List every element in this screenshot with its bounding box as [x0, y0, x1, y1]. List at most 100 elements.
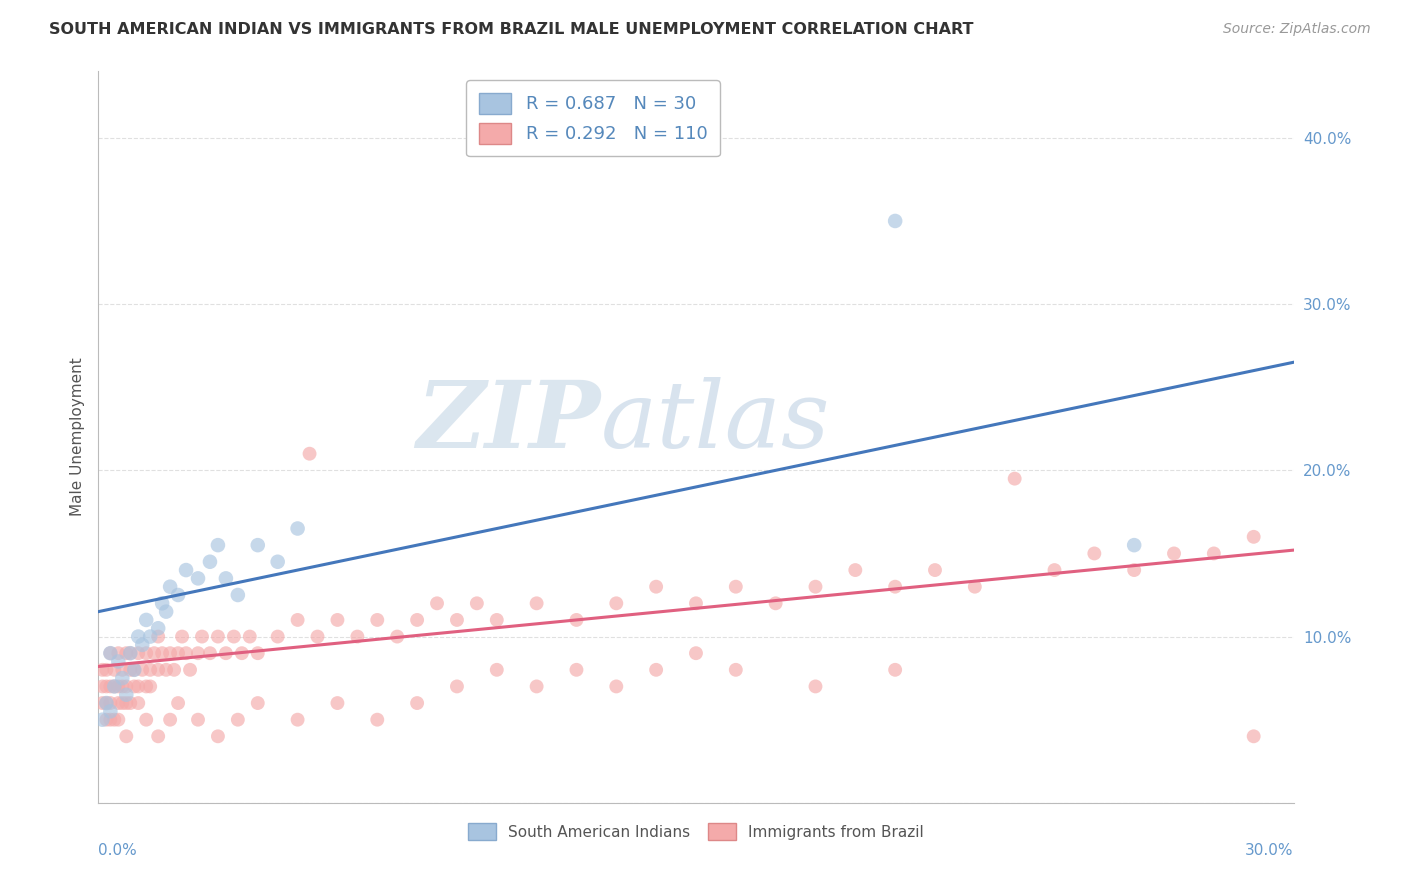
Point [884, 663, 907, 677]
Point [167, 588, 190, 602]
Point [287, 521, 309, 535]
Point [91, 713, 114, 727]
Point [685, 646, 707, 660]
Point [207, 630, 229, 644]
Point [172, 630, 194, 644]
Point [91, 663, 114, 677]
Point [1243, 530, 1265, 544]
Point [120, 663, 142, 677]
Point [111, 696, 134, 710]
Point [127, 630, 149, 644]
Point [103, 663, 125, 677]
Point [326, 696, 349, 710]
Point [267, 555, 290, 569]
Point [1123, 538, 1146, 552]
Point [298, 447, 321, 461]
Point [685, 596, 707, 610]
Point [124, 663, 146, 677]
Point [406, 696, 429, 710]
Point [98, 646, 122, 660]
Point [307, 630, 329, 644]
Point [267, 630, 290, 644]
Point [191, 630, 214, 644]
Point [127, 696, 149, 710]
Point [385, 630, 409, 644]
Text: 30.0%: 30.0% [1246, 843, 1294, 858]
Point [446, 680, 468, 694]
Point [446, 613, 468, 627]
Point [645, 663, 668, 677]
Point [159, 580, 181, 594]
Point [645, 580, 668, 594]
Point [187, 646, 209, 660]
Point [724, 663, 747, 677]
Point [91, 696, 114, 710]
Point [207, 538, 229, 552]
Point [131, 663, 153, 677]
Point [226, 713, 249, 727]
Point [115, 696, 138, 710]
Point [91, 680, 114, 694]
Point [139, 630, 162, 644]
Point [1163, 546, 1185, 560]
Point [963, 580, 986, 594]
Point [246, 696, 269, 710]
Point [107, 646, 129, 660]
Point [207, 729, 229, 743]
Point [187, 571, 209, 585]
Point [465, 596, 488, 610]
Point [565, 663, 588, 677]
Point [174, 563, 197, 577]
Point [135, 713, 157, 727]
Point [844, 563, 866, 577]
Point [198, 555, 221, 569]
Point [120, 646, 142, 660]
Point [426, 596, 449, 610]
Point [187, 713, 209, 727]
Point [155, 605, 177, 619]
Text: atlas: atlas [600, 377, 830, 467]
Point [485, 613, 508, 627]
Point [98, 713, 122, 727]
Point [96, 680, 118, 694]
Point [605, 680, 627, 694]
Point [159, 713, 181, 727]
Point [127, 646, 149, 660]
Point [174, 646, 197, 660]
Point [124, 680, 146, 694]
Point [115, 646, 138, 660]
Legend: South American Indians, Immigrants from Brazil: South American Indians, Immigrants from … [463, 816, 929, 847]
Point [150, 596, 173, 610]
Point [1043, 563, 1066, 577]
Point [98, 705, 122, 719]
Point [120, 696, 142, 710]
Point [111, 663, 134, 677]
Text: ZIP: ZIP [416, 377, 600, 467]
Point [96, 696, 118, 710]
Point [98, 646, 122, 660]
Point [135, 646, 157, 660]
Point [139, 680, 162, 694]
Point [215, 571, 238, 585]
Point [1202, 546, 1225, 560]
Text: Source: ZipAtlas.com: Source: ZipAtlas.com [1223, 22, 1371, 37]
Point [96, 713, 118, 727]
Point [167, 696, 190, 710]
Point [804, 680, 827, 694]
Point [804, 580, 827, 594]
Point [366, 713, 388, 727]
Point [765, 596, 787, 610]
Point [111, 671, 134, 685]
Point [148, 621, 170, 635]
Point [565, 613, 588, 627]
Point [96, 696, 118, 710]
Point [526, 596, 548, 610]
Point [127, 680, 149, 694]
Point [226, 588, 249, 602]
Point [406, 613, 429, 627]
Point [287, 713, 309, 727]
Text: SOUTH AMERICAN INDIAN VS IMMIGRANTS FROM BRAZIL MALE UNEMPLOYMENT CORRELATION CH: SOUTH AMERICAN INDIAN VS IMMIGRANTS FROM… [49, 22, 974, 37]
Point [107, 713, 129, 727]
Point [98, 680, 122, 694]
Point [150, 646, 173, 660]
